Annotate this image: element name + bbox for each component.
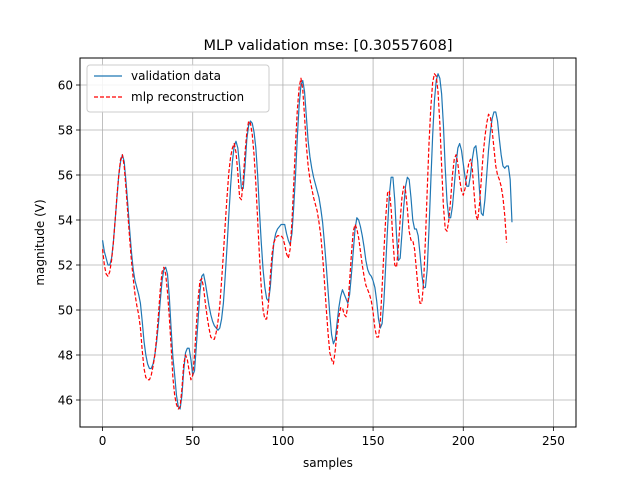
legend: validation data mlp reconstruction [86,64,270,113]
x-tick-label: 100 [271,434,294,448]
x-tick-label: 200 [452,434,475,448]
series-lines [101,73,513,410]
legend-box [86,64,270,113]
x-tick-label: 250 [542,434,565,448]
y-axis-label: magnitude (V) [33,199,47,285]
x-axis-label: samples [303,456,353,470]
legend-label-mlp-reconstruction: mlp reconstruction [131,90,244,104]
y-tick-label: 50 [58,304,73,318]
x-tick-label: 150 [362,434,385,448]
plot-frame [79,57,577,428]
y-tick-label: 52 [58,259,73,273]
y-tick-label: 56 [58,169,73,183]
x-tick-label: 50 [185,434,200,448]
x-tick-label: 0 [99,434,107,448]
y-tick-label: 48 [58,349,73,363]
y-tick-label: 46 [58,394,73,408]
y-tick-label: 60 [58,79,73,93]
y-tick-label: 58 [58,124,73,138]
y-tick-label: 54 [58,214,73,228]
chart-title: MLP validation mse: [0.30557608] [204,38,453,54]
series-line-validation-data [101,73,513,410]
legend-label-validation-data: validation data [131,69,221,83]
axis-ticks: 0 50 100 150 200 250 46 48 50 52 54 56 58 60 [58,79,565,449]
series-line-mlp-reconstruction [101,73,508,410]
gridlines [80,58,576,427]
